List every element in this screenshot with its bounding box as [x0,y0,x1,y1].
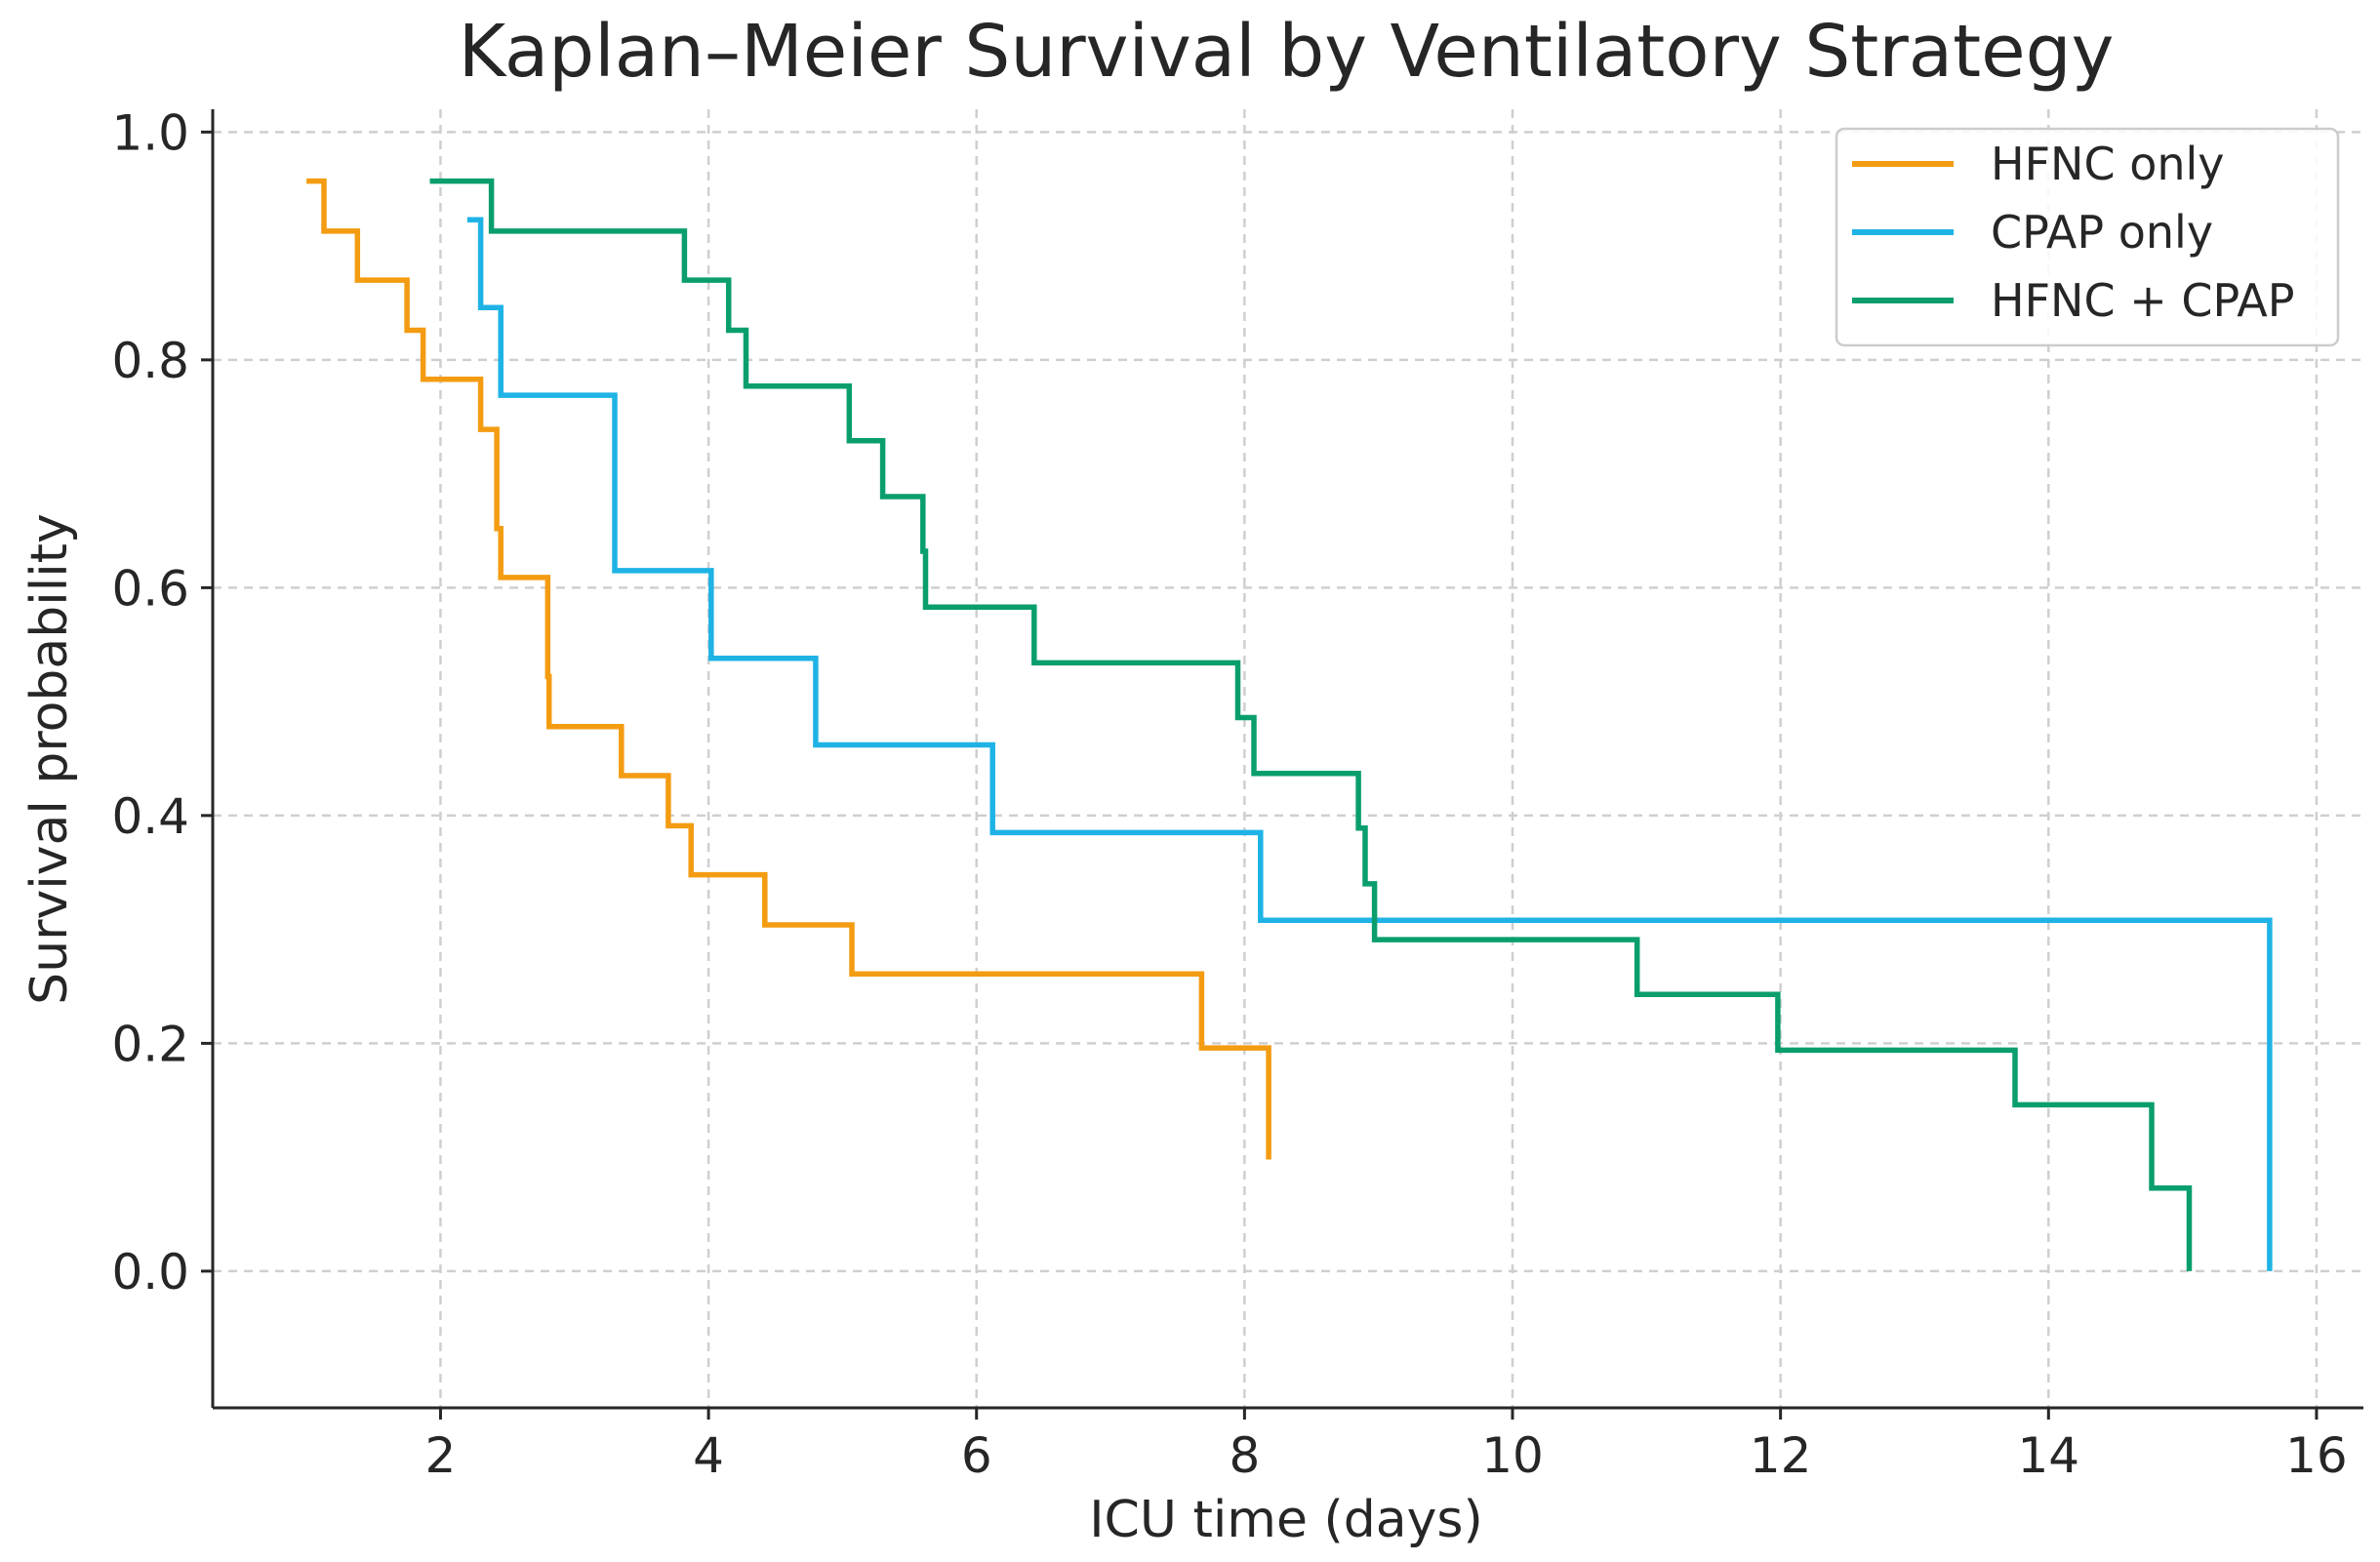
y-tick-label: 0.8 [111,333,189,389]
axes-layer [211,109,2363,1410]
y-tick-label: 1.0 [111,104,189,161]
y-tick-label: 0.2 [111,1016,189,1072]
ticks-layer: 2 4 6 8 10 12 14 16 0.0 0.2 0.4 0.6 0.8 1.0 [111,104,2347,1484]
series-line-1 [306,178,1271,1160]
legend-entries: HFNC only CPAP only HFNC + CPAP [1852,138,2295,327]
x-tick-label: 16 [2285,1427,2348,1484]
y-tick-label: 0.4 [111,788,189,845]
x-tick-label: 10 [1481,1427,1544,1484]
series-layer [306,178,2273,1271]
x-tick-label: 12 [1750,1427,1812,1484]
legend-label-3: HFNC + CPAP [1991,274,2295,327]
y-tick-label: 0.6 [111,560,189,617]
x-tick-label: 14 [2017,1427,2079,1484]
legend-label-2: CPAP only [1991,206,2213,259]
legend-frame [1835,127,2340,347]
legend-label-1: HFNC only [1991,138,2225,190]
legend: HFNC only CPAP only HFNC + CPAP [1835,127,2340,347]
series-line-3 [429,178,2193,1271]
x-tick-label: 4 [693,1427,724,1484]
y-tick-label: 0.0 [111,1244,189,1301]
grid-layer [213,109,2363,1408]
series-line-2 [466,217,2273,1271]
chart-title: Kaplan–Meier Survival by Ventilatory Str… [459,10,2115,94]
y-axis-label: Survival probability [20,513,79,1005]
x-axis-label: ICU time (days) [1089,1491,1483,1549]
x-tick-label: 2 [425,1427,457,1484]
x-tick-label: 8 [1229,1427,1260,1484]
x-tick-label: 6 [961,1427,992,1484]
